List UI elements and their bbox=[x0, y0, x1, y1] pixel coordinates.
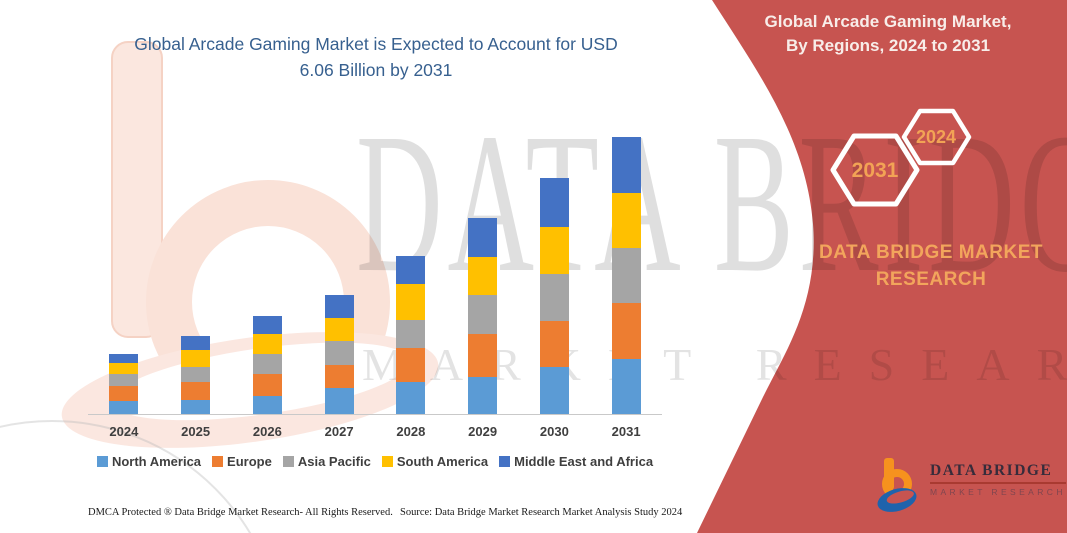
brand-line2: RESEARCH bbox=[875, 269, 987, 290]
hexagon-2024-label: 2024 bbox=[916, 127, 956, 147]
bar-segment-2028-north-america bbox=[396, 382, 426, 414]
bar-segment-2029-middle-east-and-africa bbox=[468, 217, 498, 257]
x-label-2026: 2026 bbox=[252, 424, 282, 439]
legend-item-north-america: North America bbox=[96, 454, 202, 469]
stacked-bar-chart bbox=[88, 130, 662, 415]
x-label-2030: 2030 bbox=[539, 424, 569, 439]
legend-swatch bbox=[381, 456, 393, 467]
legend-label: Asia Pacific bbox=[297, 454, 371, 469]
bar-segment-2030-asia-pacific bbox=[539, 274, 569, 321]
chart-legend: North America Europe Asia Pacific South Ame… bbox=[80, 454, 670, 469]
bar-segment-2029-europe bbox=[468, 334, 498, 378]
legend-item-middle-east-and-africa: Middle East and Africa bbox=[499, 454, 653, 469]
x-label-2027: 2027 bbox=[324, 424, 354, 439]
bar-segment-2024-asia-pacific bbox=[109, 373, 139, 387]
bar-segment-2024-middle-east-and-africa bbox=[109, 354, 139, 364]
bar-2026 bbox=[252, 315, 282, 414]
hexagon-2031 bbox=[830, 133, 920, 207]
dmca-notice: DMCA Protected ® Data Bridge Market Rese… bbox=[88, 507, 393, 518]
x-label-2024: 2024 bbox=[109, 424, 139, 439]
bar-segment-2031-north-america bbox=[611, 358, 641, 414]
source-note: Source: Data Bridge Market Research Mark… bbox=[400, 507, 683, 518]
chart-title-line2: 6.06 Billion by 2031 bbox=[299, 60, 453, 80]
year-hexagons: 2031 2024 bbox=[830, 108, 972, 207]
bar-segment-2026-middle-east-and-africa bbox=[252, 315, 282, 335]
x-label-2031: 2031 bbox=[611, 424, 641, 439]
x-axis-labels: 2024 2025 2026 2027 2028 2029 2030 2031 bbox=[88, 424, 662, 439]
bar-segment-2031-middle-east-and-africa bbox=[611, 136, 641, 193]
logo-name: DATA BRIDGE bbox=[930, 462, 1053, 479]
bar-segment-2030-north-america bbox=[539, 367, 569, 414]
bar-segment-2025-middle-east-and-africa bbox=[181, 336, 211, 351]
bar-segment-2025-europe bbox=[181, 382, 211, 401]
bar-segment-2029-south-america bbox=[468, 256, 498, 295]
databridge-logo: DATA BRIDGE MARKET RESEARCH bbox=[876, 456, 1066, 514]
bar-segment-2026-south-america bbox=[252, 334, 282, 355]
bar-segment-2024-south-america bbox=[109, 363, 139, 374]
legend-swatch bbox=[96, 456, 108, 467]
bar-segment-2028-south-america bbox=[396, 284, 426, 320]
legend-item-south-america: South America bbox=[381, 454, 489, 469]
bar-2031 bbox=[611, 136, 641, 414]
legend-label: Europe bbox=[227, 454, 272, 469]
bar-segment-2025-asia-pacific bbox=[181, 366, 211, 383]
bar-segment-2031-europe bbox=[611, 303, 641, 359]
brand-line1: DATA BRIDGE MARKET bbox=[819, 242, 1043, 263]
bar-segment-2028-middle-east-and-africa bbox=[396, 256, 426, 285]
right-panel-heading: Global Arcade Gaming Market, By Regions,… bbox=[740, 10, 1036, 58]
bar-segment-2027-middle-east-and-africa bbox=[324, 295, 354, 318]
logo-text: DATA BRIDGE MARKET RESEARCH bbox=[930, 456, 1066, 497]
bar-segment-2027-north-america bbox=[324, 387, 354, 414]
legend-item-europe: Europe bbox=[212, 454, 272, 469]
bar-segment-2031-asia-pacific bbox=[611, 247, 641, 304]
legend-swatch bbox=[282, 456, 294, 467]
x-label-2025: 2025 bbox=[181, 424, 211, 439]
bar-segment-2030-europe bbox=[539, 320, 569, 368]
bar-segment-2027-south-america bbox=[324, 317, 354, 341]
bar-segment-2026-asia-pacific bbox=[252, 354, 282, 374]
bar-segment-2026-europe bbox=[252, 373, 282, 396]
bar-segment-2024-north-america bbox=[109, 401, 139, 414]
brand-wordmark: DATA BRIDGE MARKET RESEARCH bbox=[792, 239, 1067, 293]
chart-title-line1: Global Arcade Gaming Market is Expected … bbox=[134, 34, 618, 54]
bar-segment-2026-north-america bbox=[252, 395, 282, 414]
bar-segment-2031-south-america bbox=[611, 192, 641, 248]
bar-segment-2029-north-america bbox=[468, 377, 498, 414]
chart-title: Global Arcade Gaming Market is Expected … bbox=[90, 31, 662, 83]
legend-label: South America bbox=[396, 454, 489, 469]
bar-segment-2027-europe bbox=[324, 364, 354, 388]
right-heading-line1: Global Arcade Gaming Market, bbox=[764, 12, 1012, 31]
bar-2030 bbox=[539, 178, 569, 414]
databridge-b-icon bbox=[877, 458, 917, 512]
bar-2024 bbox=[109, 354, 139, 414]
logo-underline bbox=[930, 482, 1066, 484]
x-label-2028: 2028 bbox=[396, 424, 426, 439]
legend-swatch bbox=[212, 456, 224, 467]
bar-segment-2030-south-america bbox=[539, 226, 569, 275]
bar-segment-2030-middle-east-and-africa bbox=[539, 178, 569, 227]
bar-2028 bbox=[396, 256, 426, 414]
legend-swatch bbox=[499, 456, 511, 467]
bar-segment-2029-asia-pacific bbox=[468, 294, 498, 335]
legend-label: North America bbox=[111, 454, 202, 469]
legend-label: Middle East and Africa bbox=[514, 454, 654, 469]
bar-2029 bbox=[468, 217, 498, 414]
hexagon-2031-label: 2031 bbox=[852, 159, 899, 182]
bar-segment-2028-europe bbox=[396, 348, 426, 382]
bar-2025 bbox=[181, 336, 211, 414]
right-heading-line2: By Regions, 2024 to 2031 bbox=[785, 36, 991, 55]
bar-segment-2025-north-america bbox=[181, 400, 211, 414]
bar-segment-2024-europe bbox=[109, 386, 139, 402]
bar-2027 bbox=[324, 295, 354, 414]
logo-subtitle: MARKET RESEARCH bbox=[930, 487, 1066, 497]
x-label-2029: 2029 bbox=[468, 424, 498, 439]
bar-segment-2025-south-america bbox=[181, 350, 211, 367]
legend-item-asia-pacific: Asia Pacific bbox=[282, 454, 371, 469]
bar-segment-2028-asia-pacific bbox=[396, 319, 426, 349]
bar-segment-2027-asia-pacific bbox=[324, 340, 354, 365]
hexagon-2024 bbox=[901, 108, 972, 166]
